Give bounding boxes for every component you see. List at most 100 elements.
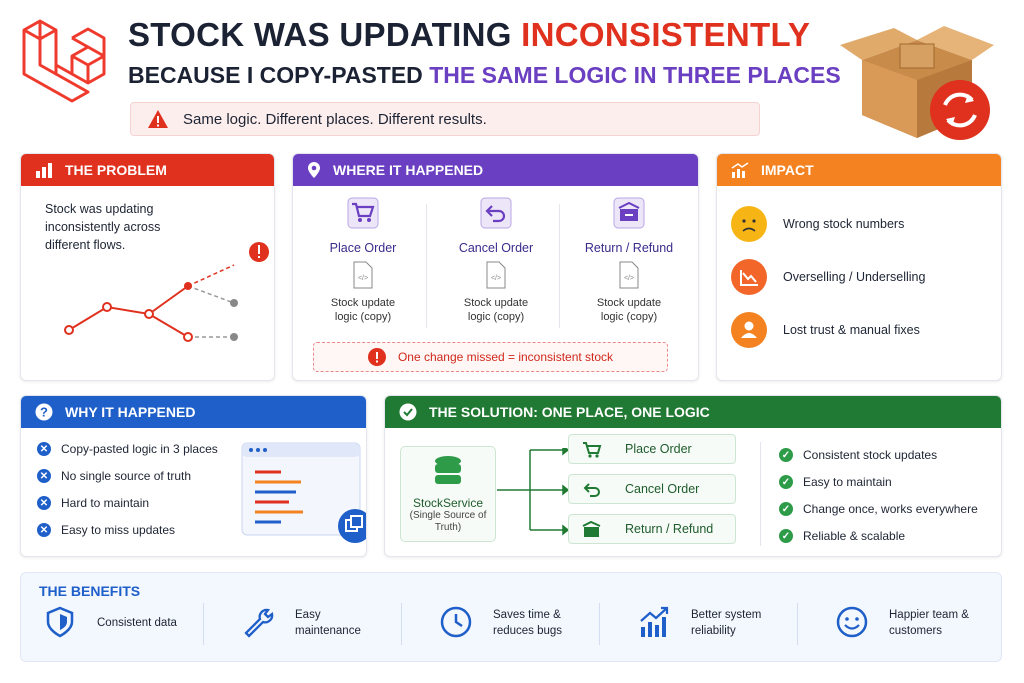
impact-header: IMPACT	[717, 154, 1001, 186]
divider	[797, 603, 798, 645]
impact-text: Overselling / Underselling	[783, 270, 926, 284]
benefit-text: Consistent data	[97, 617, 177, 629]
solution-benefit-text: Consistent stock updates	[803, 448, 938, 462]
divider	[426, 204, 427, 328]
question-icon: ?	[35, 403, 53, 421]
where-note: Stock update logic (copy)	[463, 297, 529, 323]
impact-item: Wrong stock numbers	[731, 206, 904, 242]
flow-label: Return / Refund	[625, 522, 714, 536]
where-label: Cancel Order	[458, 241, 534, 255]
connectors	[497, 448, 570, 536]
x-icon: ✕	[37, 496, 51, 510]
x-icon: ✕	[37, 469, 51, 483]
why-title: WHY IT HAPPENED	[65, 404, 196, 420]
why-text: Copy-pasted logic in 3 places	[61, 442, 218, 456]
flow-icon	[583, 442, 602, 458]
svg-text:</>: </>	[624, 275, 634, 282]
benefit-item: Better system reliability	[637, 605, 775, 641]
solution-benefit-text: Easy to maintain	[803, 475, 892, 489]
file-icon: </>	[353, 261, 373, 289]
warning-icon	[367, 348, 386, 366]
benefit-text: Better system reliability	[691, 609, 762, 637]
flow-item: Cancel Order	[568, 474, 736, 504]
database-icon	[435, 456, 461, 484]
why-header: ? WHY IT HAPPENED	[21, 396, 366, 428]
logo	[22, 19, 106, 103]
warning-text: One change missed = inconsistent stock	[397, 350, 614, 364]
flow-item: Place Order	[568, 434, 736, 464]
where-item: Cancel Order </> Stock update logic (cop…	[431, 196, 561, 324]
check-icon: ✓	[779, 502, 793, 516]
solution-header: THE SOLUTION: ONE PLACE, ONE LOGIC	[385, 396, 1001, 428]
chart-icon	[36, 163, 52, 178]
solution-benefit: ✓ Easy to maintain	[779, 473, 892, 491]
where-title: WHERE IT HAPPENED	[333, 162, 484, 178]
alert-text: Same logic. Different places. Different …	[183, 110, 487, 128]
benefit-text: Easy maintenance	[295, 609, 361, 637]
where-label: Place Order	[329, 241, 397, 255]
flow-icon	[480, 197, 512, 229]
service-box: StockService (Single Source of Truth)	[400, 446, 496, 542]
title-highlight: INCONSISTENTLY	[521, 16, 811, 53]
divider	[599, 603, 600, 645]
flow-icon	[582, 520, 601, 537]
flow-icon	[613, 197, 645, 229]
problem-graphic	[64, 242, 269, 342]
solution-benefit: ✓ Reliable & scalable	[779, 527, 905, 545]
why-card: ? WHY IT HAPPENED ✕ Copy-pasted logic in …	[20, 395, 367, 557]
impact-text: Wrong stock numbers	[783, 217, 905, 231]
check-icon	[399, 403, 417, 421]
file-icon: </>	[619, 261, 639, 289]
benefit-icon	[46, 606, 74, 638]
divider	[760, 442, 761, 546]
solution-title: THE SOLUTION: ONE PLACE, ONE LOGIC	[429, 404, 710, 420]
check-icon: ✓	[779, 448, 793, 462]
alert-icon	[148, 110, 168, 128]
problem-text: Stock was updating inconsistently across…	[45, 202, 161, 252]
where-label: Return / Refund	[584, 241, 674, 255]
box-icon	[840, 26, 994, 140]
benefit-item: Consistent data	[43, 605, 181, 641]
impact-item: Overselling / Underselling	[731, 259, 925, 295]
divider	[203, 603, 204, 645]
solution-benefit-text: Reliable & scalable	[803, 529, 906, 543]
flow-label: Cancel Order	[625, 482, 700, 496]
impact-icon	[731, 162, 749, 178]
svg-text:?: ?	[40, 405, 48, 420]
benefit-text: Saves time & reduces bugs	[493, 609, 563, 637]
solution-card: THE SOLUTION: ONE PLACE, ONE LOGIC Stock…	[384, 395, 1002, 557]
why-text: Easy to miss updates	[61, 523, 176, 537]
check-icon: ✓	[779, 475, 793, 489]
why-item: ✕ Easy to miss updates	[37, 521, 175, 539]
where-header: WHERE IT HAPPENED	[293, 154, 698, 186]
file-icon: </>	[486, 261, 506, 289]
flow-label: Place Order	[625, 442, 692, 456]
impact-card: IMPACT Wrong stock numbers Overselling /…	[716, 153, 1002, 381]
flow-icon	[583, 483, 600, 497]
impact-title: IMPACT	[761, 162, 814, 178]
where-card: WHERE IT HAPPENED Place Order </> Stock …	[292, 153, 699, 381]
why-item: ✕ No single source of truth	[37, 467, 191, 485]
why-text: Hard to maintain	[61, 496, 150, 510]
where-item: Return / Refund </> Stock update logic (…	[564, 196, 694, 324]
svg-text:</>: </>	[358, 275, 368, 282]
why-item: ✕ Hard to maintain	[37, 494, 149, 512]
alert: Same logic. Different places. Different …	[130, 102, 760, 136]
benefit-item: Saves time & reduces bugs	[439, 605, 577, 641]
benefit-text: Happier team & customers	[889, 609, 969, 637]
benefits-title: THE BENEFITS	[39, 583, 141, 599]
divider	[401, 603, 402, 645]
service-note: (Single Source of Truth)	[409, 510, 487, 533]
why-text: No single source of truth	[61, 469, 192, 483]
where-item: Place Order </> Stock update logic (copy…	[298, 196, 428, 324]
problem-header: THE PROBLEM	[21, 154, 274, 186]
where-warning: One change missed = inconsistent stock	[313, 342, 668, 372]
service-name: StockService	[412, 496, 484, 510]
title-text: STOCK WAS UPDATING	[128, 16, 512, 53]
code-window	[241, 442, 366, 543]
problem-card: THE PROBLEM Stock was updating inconsist…	[20, 153, 275, 381]
solution-benefit: ✓ Change once, works everywhere	[779, 500, 978, 518]
problem-title: THE PROBLEM	[65, 162, 167, 178]
benefits-panel: THE BENEFITS Consistent data Easy mainte…	[20, 572, 1002, 662]
